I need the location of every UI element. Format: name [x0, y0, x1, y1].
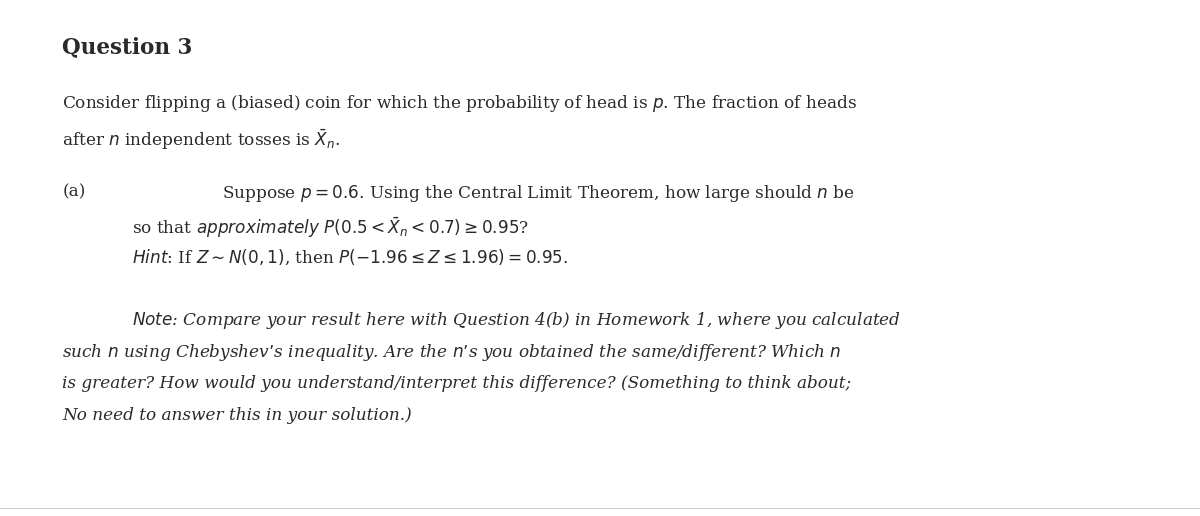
Text: $\mathit{Note}$: Compare your result here with Question 4(b) in Homework 1, wher: $\mathit{Note}$: Compare your result her… — [132, 310, 901, 331]
Text: $\mathit{Hint}$: If $Z \sim N(0, 1)$, then $P(-1.96 \leq Z \leq 1.96) = 0.95$.: $\mathit{Hint}$: If $Z \sim N(0, 1)$, th… — [132, 248, 569, 267]
Text: No need to answer this in your solution.): No need to answer this in your solution.… — [62, 407, 412, 424]
Text: Question 3: Question 3 — [62, 36, 193, 58]
Text: Suppose $p = 0.6$. Using the Central Limit Theorem, how large should $n$ be: Suppose $p = 0.6$. Using the Central Lim… — [222, 183, 854, 204]
Text: after $n$ independent tosses is $\bar{X}_n$.: after $n$ independent tosses is $\bar{X}… — [62, 127, 341, 152]
Text: is greater? How would you understand/interpret this difference? (Something to th: is greater? How would you understand/int… — [62, 375, 852, 392]
Text: Consider flipping a (biased) coin for which the probability of head is $p$. The : Consider flipping a (biased) coin for wh… — [62, 93, 857, 114]
Text: so that $\mathit{approximately}$ $P(0.5 < \bar{X}_n < 0.7) \geq 0.95$?: so that $\mathit{approximately}$ $P(0.5 … — [132, 216, 529, 240]
Text: (a): (a) — [62, 183, 85, 200]
Text: such $n$ using Chebyshev’s inequality. Are the $n$’s you obtained the same/diffe: such $n$ using Chebyshev’s inequality. A… — [62, 342, 842, 363]
